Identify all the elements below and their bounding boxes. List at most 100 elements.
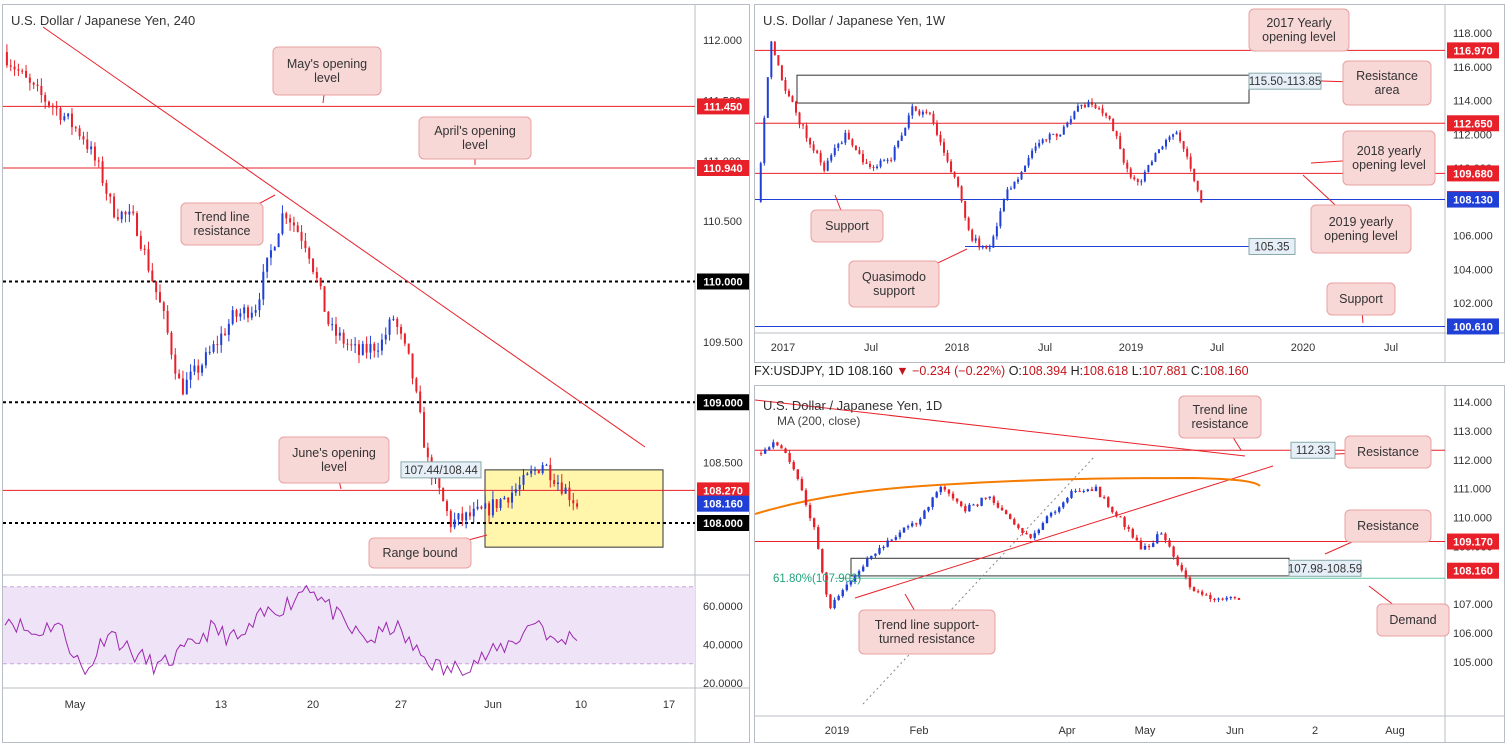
candle-4h xyxy=(185,379,188,395)
candle-4h xyxy=(484,503,487,509)
candle-4h xyxy=(365,343,368,353)
chart-4h-title: U.S. Dollar / Japanese Yen, 240 xyxy=(11,13,196,28)
price-tag: 110.940 xyxy=(703,163,742,175)
callout-quasimodo: Quasimodo xyxy=(862,270,926,284)
candle-4h xyxy=(113,196,116,218)
callout-trendline-box xyxy=(180,202,264,246)
price-tag-bg xyxy=(1447,562,1499,579)
candle-1d xyxy=(964,506,967,512)
candle-1w xyxy=(812,144,815,151)
candle-1w xyxy=(766,77,769,118)
candle-1w xyxy=(1143,171,1146,182)
candle-1d xyxy=(984,497,987,499)
candle-4h xyxy=(70,113,73,128)
candle-1d xyxy=(1135,537,1139,541)
candle-1d xyxy=(1164,533,1167,541)
candle-4h xyxy=(48,101,51,106)
candle-1d xyxy=(1184,570,1188,578)
callout-demand-box xyxy=(1376,603,1450,637)
candle-1w xyxy=(1002,199,1005,212)
chart-4h-svg[interactable]: 112.000111.500111.000110.500110.000109.5… xyxy=(3,5,749,742)
candle-1w xyxy=(1087,101,1090,108)
candle-4h xyxy=(162,302,165,311)
candle-1w xyxy=(1052,133,1055,135)
candle-1w xyxy=(819,152,822,163)
candle-1d xyxy=(894,537,898,540)
candle-1d xyxy=(1082,490,1085,492)
candle-1d xyxy=(1013,519,1016,525)
candle-4h xyxy=(338,332,341,336)
candle-1d xyxy=(1094,486,1098,491)
candle-1d xyxy=(788,452,791,463)
chart-1w-panel[interactable]: U.S. Dollar / Japanese Yen, 1W 118.000 11… xyxy=(754,4,1505,363)
candle-4h xyxy=(323,286,326,312)
candle-1d xyxy=(1213,598,1216,600)
candle-1d xyxy=(1221,598,1224,600)
y-tick-label: 111.000 xyxy=(1453,484,1491,496)
candle-1w xyxy=(960,186,963,202)
callout-2019-yearly: opening level xyxy=(1324,229,1398,243)
candle-4h xyxy=(124,211,127,215)
candle-1d xyxy=(955,498,959,502)
candle-1w xyxy=(1034,146,1037,151)
candle-1w xyxy=(943,142,945,153)
candle-4h xyxy=(120,211,123,220)
candle-1w xyxy=(1105,113,1108,116)
callout-trend-resistance: resistance xyxy=(1192,417,1249,431)
callout-resistance-area: area xyxy=(1374,83,1399,97)
candle-4h xyxy=(357,344,360,356)
candle-4h xyxy=(216,344,219,346)
candle-1d xyxy=(772,442,775,448)
y-tick-label: 112.000 xyxy=(703,35,742,47)
candle-4h xyxy=(388,319,391,335)
candle-4h xyxy=(59,108,62,120)
candle-4h xyxy=(537,469,540,474)
candle-1w xyxy=(1048,134,1051,140)
candle-1w xyxy=(854,145,857,151)
candle-1w xyxy=(763,117,766,164)
candle-1d xyxy=(833,599,836,609)
candle-4h xyxy=(292,222,295,226)
candle-1d xyxy=(792,462,795,470)
candle-1w xyxy=(823,162,826,171)
candle-1w xyxy=(1112,118,1115,132)
candle-1w xyxy=(847,132,850,140)
candle-1d xyxy=(1160,533,1163,535)
chart-1w-svg[interactable]: 118.000116.000114.000112.000110.000108.0… xyxy=(755,5,1504,362)
candle-1d xyxy=(988,496,991,498)
candle-1w xyxy=(759,163,762,202)
callout-resistance-1-box xyxy=(1344,435,1432,469)
candle-1w xyxy=(1186,148,1189,157)
candle-1d xyxy=(796,469,800,480)
symbol-info-bar: FX:USDJPY, 1D 108.160 ▼ −0.234 (−0.22%) … xyxy=(754,364,1504,382)
candle-4h xyxy=(116,217,119,220)
candle-1d xyxy=(1000,507,1004,511)
y-tick-label: 102.000 xyxy=(1453,298,1493,310)
candle-4h xyxy=(178,373,181,379)
candle-1d xyxy=(1119,516,1122,518)
candle-1d xyxy=(829,594,832,609)
candle-4h xyxy=(201,365,204,373)
candle-4h xyxy=(132,211,135,214)
candle-4h xyxy=(44,95,47,102)
candle-1d xyxy=(1045,516,1049,524)
candle-1d xyxy=(1107,497,1110,507)
candle-4h xyxy=(227,323,230,335)
candle-4h xyxy=(36,84,39,86)
candle-1w xyxy=(964,201,967,218)
candle-1d xyxy=(1127,527,1130,529)
x-tick-label: Jun xyxy=(484,699,502,711)
candle-4h xyxy=(327,311,330,325)
chart-4h-panel[interactable]: U.S. Dollar / Japanese Yen, 240 112.000 1… xyxy=(2,4,750,743)
candle-1w xyxy=(939,134,942,143)
chart-1d-panel[interactable]: U.S. Dollar / Japanese Yen, 1D MA (200, … xyxy=(754,385,1505,743)
candle-4h xyxy=(461,513,464,521)
price-tag-bg xyxy=(697,482,749,499)
candle-1w xyxy=(967,217,970,230)
y-tick-label: 114.000 xyxy=(1453,96,1492,108)
candle-4h xyxy=(472,508,475,517)
chart-1d-svg[interactable]: 114.000113.000112.000111.000110.000109.0… xyxy=(755,386,1504,742)
dotted-trend xyxy=(862,455,1096,705)
candle-1d xyxy=(972,504,975,506)
rsi-band xyxy=(3,586,695,664)
